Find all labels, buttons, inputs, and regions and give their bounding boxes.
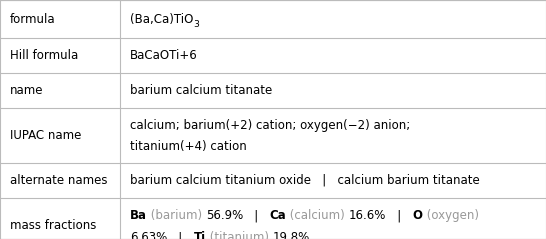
Text: calcium; barium(+2) cation; oxygen(−2) anion;: calcium; barium(+2) cation; oxygen(−2) a…	[130, 119, 410, 132]
Text: titanium(+4) cation: titanium(+4) cation	[130, 140, 247, 153]
Text: |: |	[243, 209, 270, 222]
Text: barium calcium titanium oxide   |   calcium barium titanate: barium calcium titanium oxide | calcium …	[130, 174, 480, 187]
Text: IUPAC name: IUPAC name	[10, 129, 81, 142]
Text: 6.63%: 6.63%	[130, 231, 167, 239]
Text: (titanium): (titanium)	[206, 231, 272, 239]
Text: Ba: Ba	[130, 209, 147, 222]
Text: mass fractions: mass fractions	[10, 219, 97, 232]
Text: Ca: Ca	[270, 209, 286, 222]
Text: name: name	[10, 84, 44, 97]
Text: (barium): (barium)	[147, 209, 206, 222]
Text: 56.9%: 56.9%	[206, 209, 243, 222]
Text: barium calcium titanate: barium calcium titanate	[130, 84, 272, 97]
Text: Ti: Ti	[194, 231, 206, 239]
Text: 19.8%: 19.8%	[272, 231, 310, 239]
Text: |: |	[167, 231, 194, 239]
Text: 3: 3	[193, 20, 199, 29]
Text: Hill formula: Hill formula	[10, 49, 78, 62]
Text: alternate names: alternate names	[10, 174, 108, 187]
Text: O: O	[413, 209, 423, 222]
Text: formula: formula	[10, 12, 56, 26]
Text: |: |	[386, 209, 413, 222]
Text: BaCaOTi+6: BaCaOTi+6	[130, 49, 198, 62]
Text: (calcium): (calcium)	[286, 209, 349, 222]
Text: (oxygen): (oxygen)	[423, 209, 479, 222]
Text: 16.6%: 16.6%	[349, 209, 386, 222]
Text: (Ba,Ca)TiO: (Ba,Ca)TiO	[130, 12, 193, 26]
